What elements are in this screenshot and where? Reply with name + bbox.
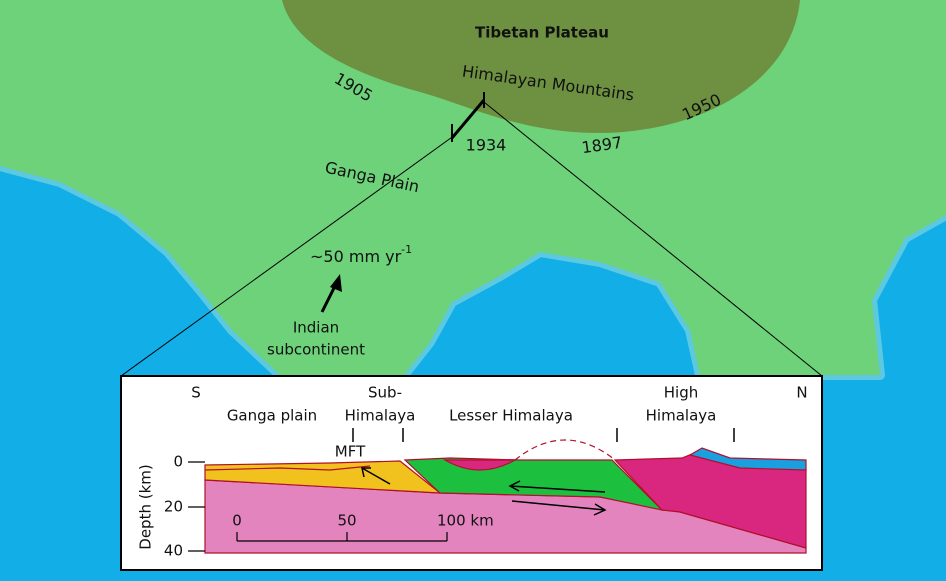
zoom-line (120, 134, 456, 377)
zone-label: Ganga plain (227, 407, 317, 425)
zone-label: Sub- (368, 384, 402, 402)
axis-label: Depth (km) (137, 464, 155, 549)
slip-arrows (361, 467, 607, 516)
axis-ticks (188, 461, 205, 552)
axis-tick-label: 0 (173, 453, 183, 471)
plate-label: Indian (293, 319, 339, 337)
north-label: N (796, 384, 807, 402)
scale-label: 50 (337, 512, 356, 530)
zone-label: High (664, 384, 698, 402)
axis-tick-label: 20 (164, 498, 183, 516)
motion-arrow (320, 283, 338, 313)
zone-label: Himalaya (345, 407, 416, 425)
fault-trace (450, 99, 486, 139)
scale-label: 0 (232, 512, 242, 530)
zoom-line (483, 101, 823, 377)
rate-label: ~50 mm yr-1 (310, 243, 412, 266)
rate-text: ~50 mm yr (310, 247, 402, 266)
arrow-head (330, 274, 342, 292)
rate-sup: -1 (401, 243, 412, 256)
plateau-label: Tibetan Plateau (475, 24, 609, 42)
zone-label: Lesser Himalaya (449, 407, 573, 425)
fault-label: MFT (335, 443, 366, 461)
scale-bar (236, 532, 448, 542)
zone-ticks (352, 428, 735, 442)
axis-tick-label: 40 (164, 542, 183, 560)
plate-label: subcontinent (267, 341, 365, 359)
quake-year: 1934 (466, 136, 507, 155)
scale-label: 100 km (437, 512, 494, 530)
south-label: S (191, 384, 201, 402)
plateau (282, 0, 800, 133)
zone-label: Himalaya (646, 407, 717, 425)
cross-section (204, 439, 807, 554)
